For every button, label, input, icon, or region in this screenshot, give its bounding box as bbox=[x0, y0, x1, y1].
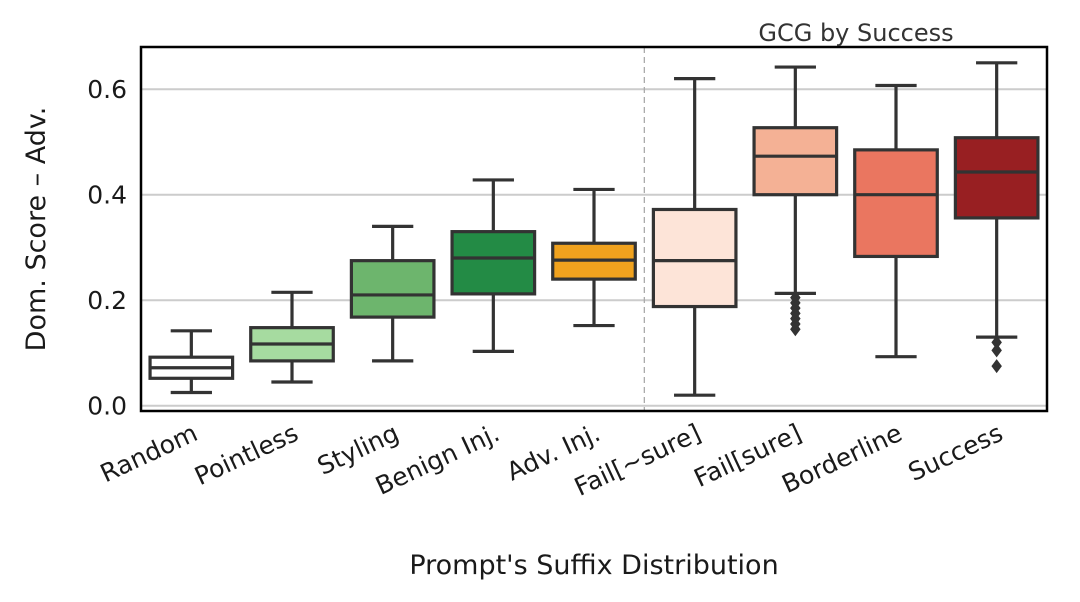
y-axis-title: Dom. Score – Adv. bbox=[21, 107, 52, 352]
y-tick-label: 0.2 bbox=[87, 286, 127, 315]
y-tick-label: 0.0 bbox=[87, 392, 127, 421]
iqr-box bbox=[953, 136, 1040, 220]
outlier-point bbox=[790, 322, 801, 337]
boxes bbox=[148, 61, 1040, 397]
box-borderline bbox=[853, 83, 939, 359]
box-styling bbox=[349, 224, 436, 363]
box-fail-sure bbox=[651, 77, 738, 397]
box-fail-sure bbox=[752, 65, 839, 337]
iqr-box bbox=[752, 126, 839, 197]
box-pointless bbox=[249, 290, 335, 384]
y-tick-label: 0.4 bbox=[87, 181, 127, 210]
iqr-box bbox=[450, 230, 537, 296]
iqr-box bbox=[349, 259, 436, 319]
iqr-box bbox=[651, 207, 738, 309]
y-tick-label: 0.6 bbox=[87, 75, 127, 104]
box-random bbox=[148, 329, 235, 395]
x-tick-label: Random bbox=[96, 418, 202, 488]
x-tick-label: Success bbox=[904, 418, 1007, 487]
box-benign-inj bbox=[450, 178, 537, 353]
iqr-box bbox=[853, 148, 939, 259]
outlier-point bbox=[991, 359, 1002, 374]
x-tick-label: Pointless bbox=[190, 418, 302, 491]
x-axis-title: Prompt's Suffix Distribution bbox=[409, 550, 778, 581]
y-tick-labels: 0.0 0.2 0.4 0.6 bbox=[87, 75, 127, 421]
outlier-point bbox=[991, 343, 1002, 358]
box-adv-inj bbox=[551, 187, 637, 328]
outlier-point bbox=[991, 335, 1002, 350]
plot-frame bbox=[139, 45, 1049, 413]
gcg-group-annotation: GCG by Success bbox=[758, 19, 953, 47]
box-success bbox=[953, 61, 1040, 374]
